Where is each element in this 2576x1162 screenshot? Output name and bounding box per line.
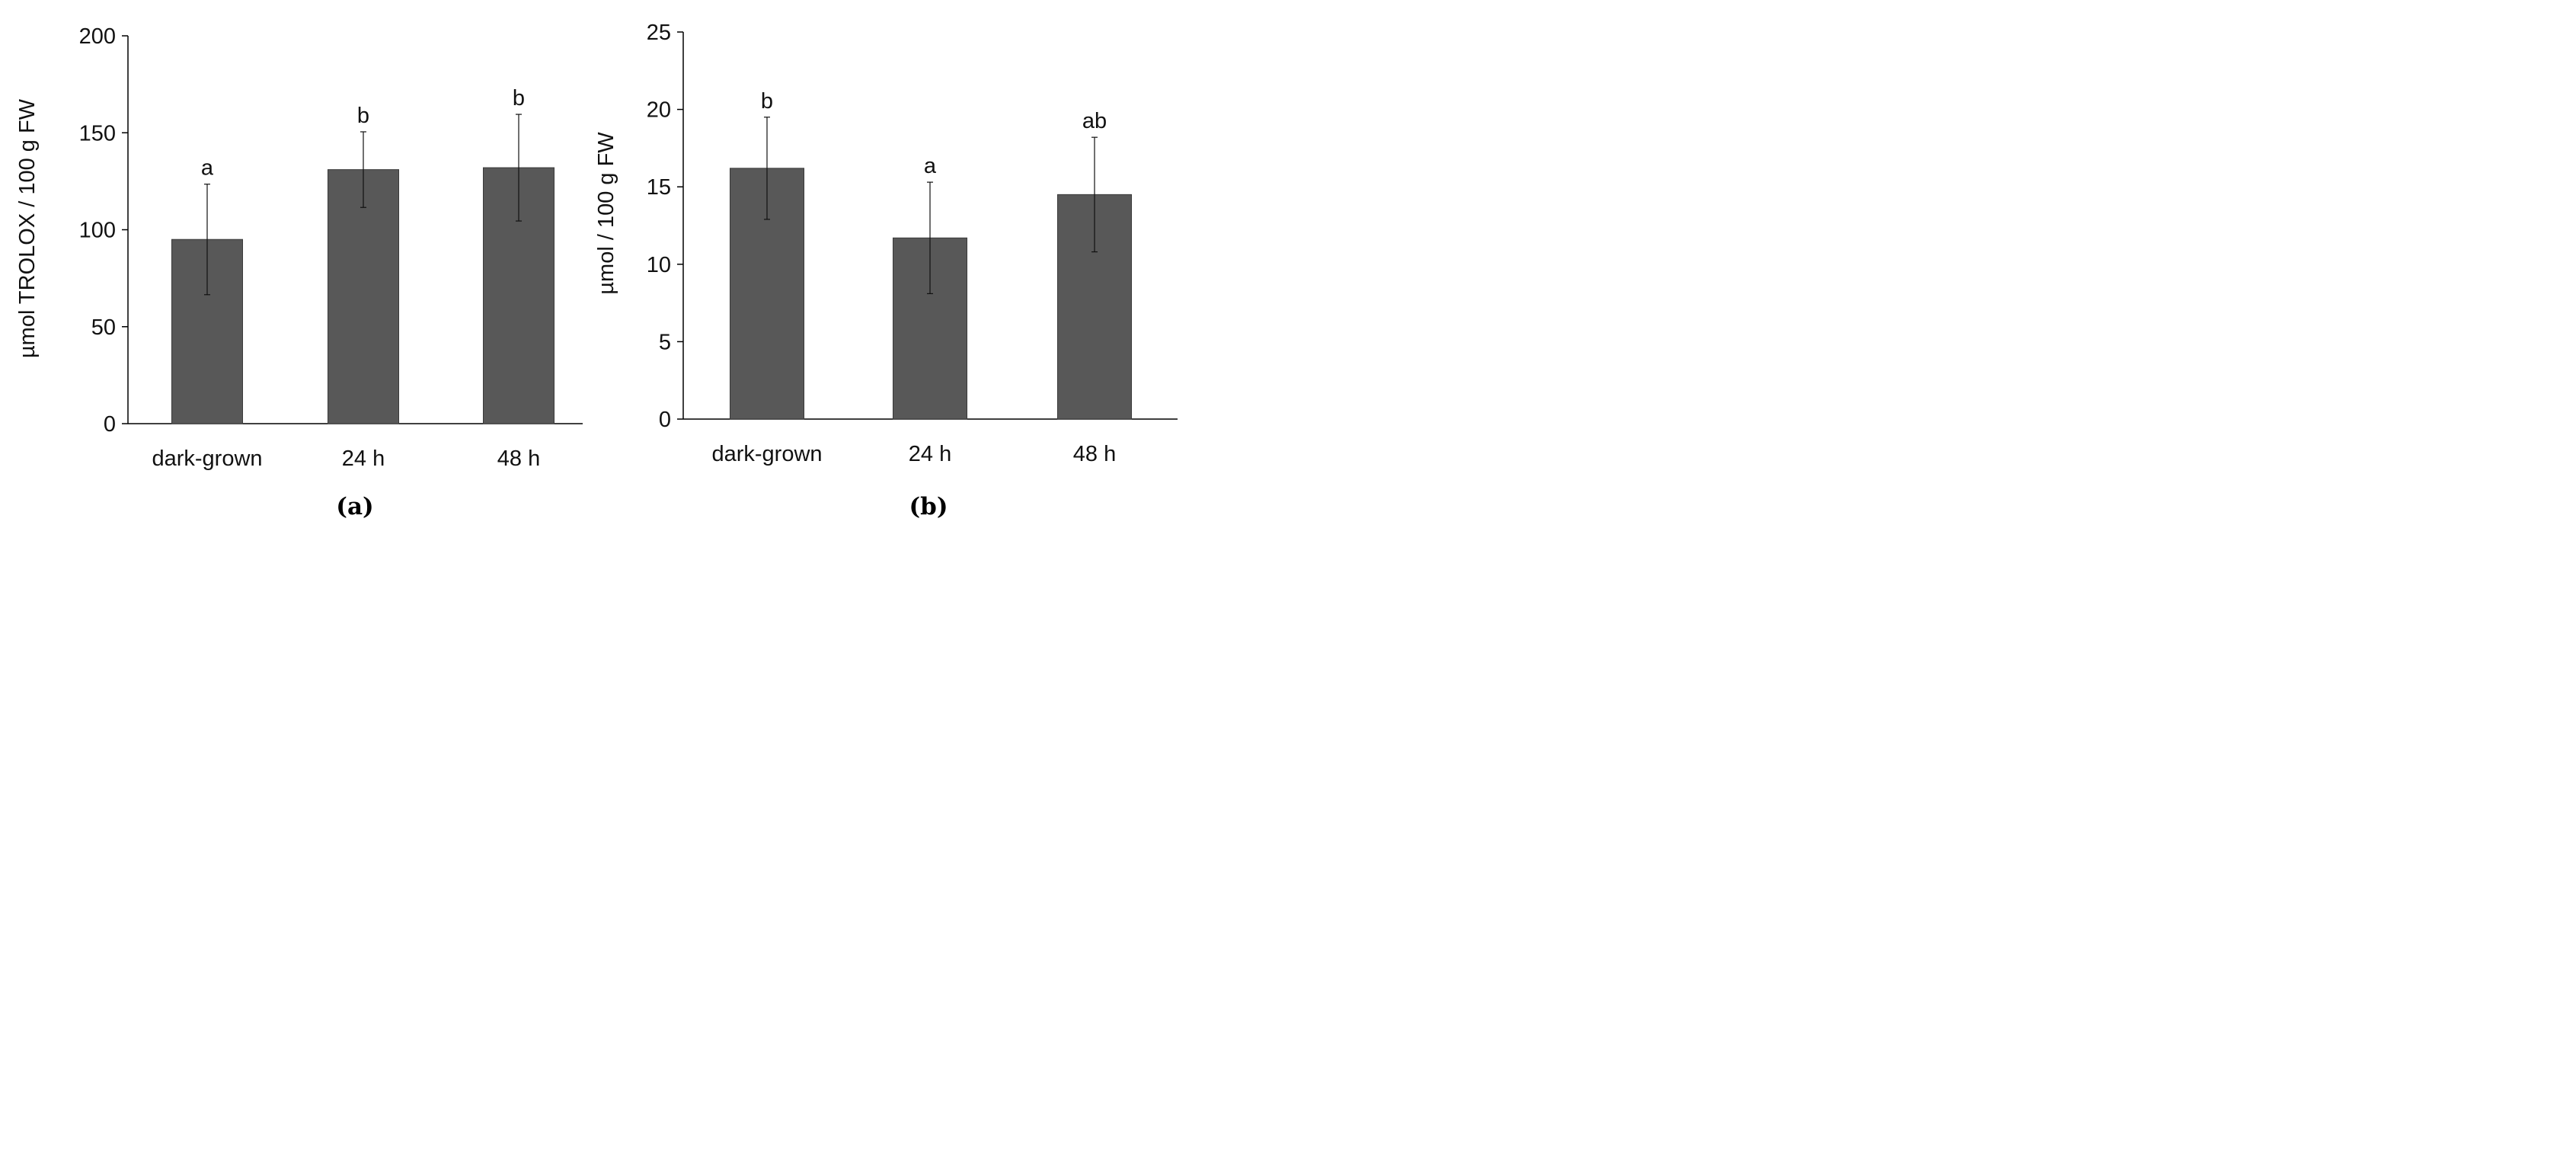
chart-a-category-label: 24 h <box>342 447 385 471</box>
chart-a-y-tick-label: 0 <box>104 412 116 437</box>
chart-a: 0 50 100 150 200 a dark-grown b 24 h b 48 h µmol TR… <box>15 24 583 520</box>
chart-b-y-tick-label: 15 <box>647 175 671 200</box>
chart-b-y-tick-label: 25 <box>647 21 671 45</box>
chart-b-y-tick-label: 20 <box>647 98 671 123</box>
chart-a-significance-label: b <box>513 86 525 110</box>
chart-b-category-label: 48 h <box>1073 442 1116 466</box>
chart-a-category-label: 48 h <box>497 447 540 471</box>
chart-a-bar <box>328 169 399 424</box>
chart-a-panel-label: (a) <box>336 493 373 520</box>
chart-b-y-tick-label: 0 <box>659 408 671 432</box>
chart-a-y-tick-label: 150 <box>79 121 116 146</box>
chart-b-category-label: dark-grown <box>711 442 822 466</box>
chart-b-significance-label: ab <box>1082 109 1107 133</box>
chart-b-y-tick-label: 10 <box>647 253 671 277</box>
chart-b-significance-label: b <box>761 89 773 114</box>
chart-a-y-tick-label: 50 <box>91 315 116 340</box>
chart-b-significance-label: a <box>924 154 937 178</box>
chart-a-significance-label: a <box>201 156 214 181</box>
chart-b-category-label: 24 h <box>909 442 951 466</box>
chart-a-y-tick-label: 100 <box>79 219 116 243</box>
chart-a-y-axis-label: µmol TROLOX / 100 g FW <box>15 98 40 358</box>
chart-a-significance-label: b <box>357 104 369 128</box>
chart-a-category-label: dark-grown <box>152 447 262 471</box>
chart-b: 0 5 10 15 20 25 b dark-grown a 24 h ab 48 h µmol / 1… <box>594 21 1178 520</box>
chart-b-y-tick-label: 5 <box>659 330 671 354</box>
chart-b-y-axis-label: µmol / 100 g FW <box>594 132 618 295</box>
chart-b-panel-label: (b) <box>909 493 948 520</box>
chart-a-y-tick-label: 200 <box>79 24 116 49</box>
